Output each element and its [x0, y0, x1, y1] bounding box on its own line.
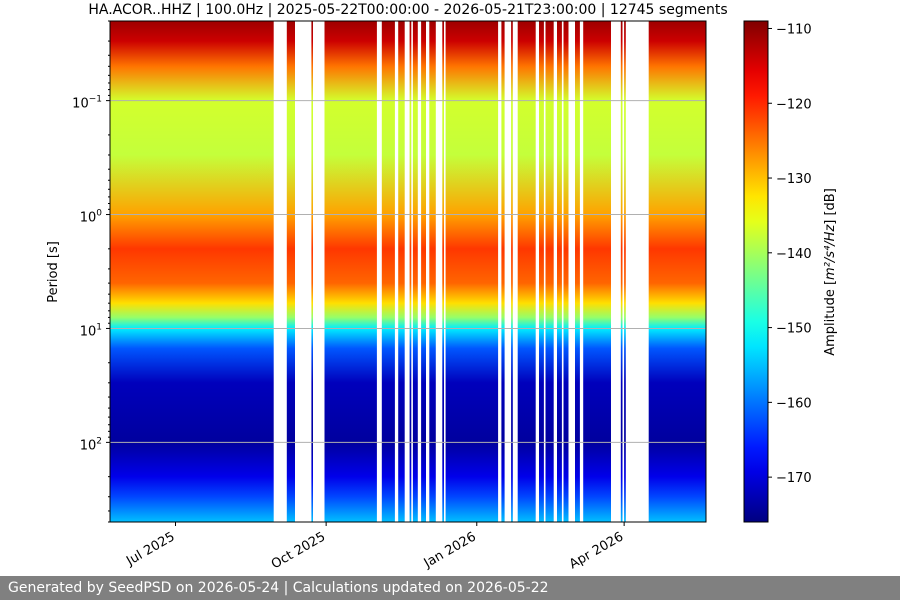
colorbar-tick-label: −120: [776, 97, 812, 112]
data-gap: [295, 21, 312, 522]
x-tick-label: Jan 2026: [421, 529, 479, 571]
data-gap: [504, 21, 512, 522]
y-tick-label: 100: [80, 209, 103, 226]
data-gap: [394, 21, 399, 522]
data-gap: [543, 21, 546, 522]
x-tick-label: Apr 2026: [567, 529, 626, 572]
data-gap: [426, 21, 430, 522]
data-gap: [579, 21, 584, 522]
data-gap: [622, 21, 625, 522]
x-tick-label: Oct 2025: [269, 529, 328, 572]
colorbar-label-main: Amplitude [: [823, 280, 838, 356]
data-gap: [498, 21, 502, 522]
data-gap: [404, 21, 410, 522]
data-gap: [611, 21, 621, 522]
y-axis-label: Period [s]: [46, 241, 61, 303]
data-gap: [376, 21, 382, 522]
data-gap: [553, 21, 557, 522]
grid-lines: [110, 100, 706, 443]
data-gap: [273, 21, 287, 522]
data-gap: [535, 21, 539, 522]
colorbar-label-units: m²/s⁴/Hz: [823, 224, 838, 280]
colorbar: −110 −120 −130 −140 −150 −160 −170: [743, 20, 812, 523]
colorbar-label-end: ] [dB]: [823, 188, 838, 225]
colorbar-gradient: [743, 20, 769, 523]
y-tick-label: 102: [80, 436, 102, 453]
colorbar-tick-label: −110: [776, 22, 812, 37]
data-gap: [561, 21, 564, 522]
x-axis: Jul 2025 Oct 2025 Jan 2026 Apr 2026: [123, 522, 626, 572]
colorbar-tick-label: −150: [776, 322, 812, 337]
y-axis: 10−1 100 101 102: [72, 20, 110, 523]
data-gap: [625, 21, 649, 522]
chart-title: HA.ACOR..HHZ | 100.0Hz | 2025-05-22T00:0…: [88, 2, 727, 18]
data-gap: [435, 21, 443, 522]
y-tick-label: 10−1: [72, 95, 102, 112]
data-gap: [313, 21, 325, 522]
y-tick-label: 101: [80, 322, 102, 339]
colorbar-tick-label: −140: [776, 247, 812, 262]
x-tick-label: Jul 2025: [123, 529, 177, 569]
data-gap: [411, 21, 413, 522]
colorbar-tick-label: −170: [776, 471, 812, 486]
spectrogram-plot: [110, 21, 706, 522]
data-gap: [512, 21, 518, 522]
footer-text: Generated by SeedPSD on 2026-05-24 | Cal…: [8, 580, 549, 596]
data-gap: [444, 21, 446, 522]
colorbar-tick-label: −160: [776, 396, 812, 411]
data-gap: [417, 21, 422, 522]
colorbar-label: Amplitude [m²/s⁴/Hz] [dB]: [823, 188, 838, 356]
colorbar-tick-label: −130: [776, 172, 812, 187]
footer-bar: Generated by SeedPSD on 2026-05-24 | Cal…: [0, 576, 900, 600]
plot-frame: [109, 20, 707, 523]
data-gap: [568, 21, 575, 522]
